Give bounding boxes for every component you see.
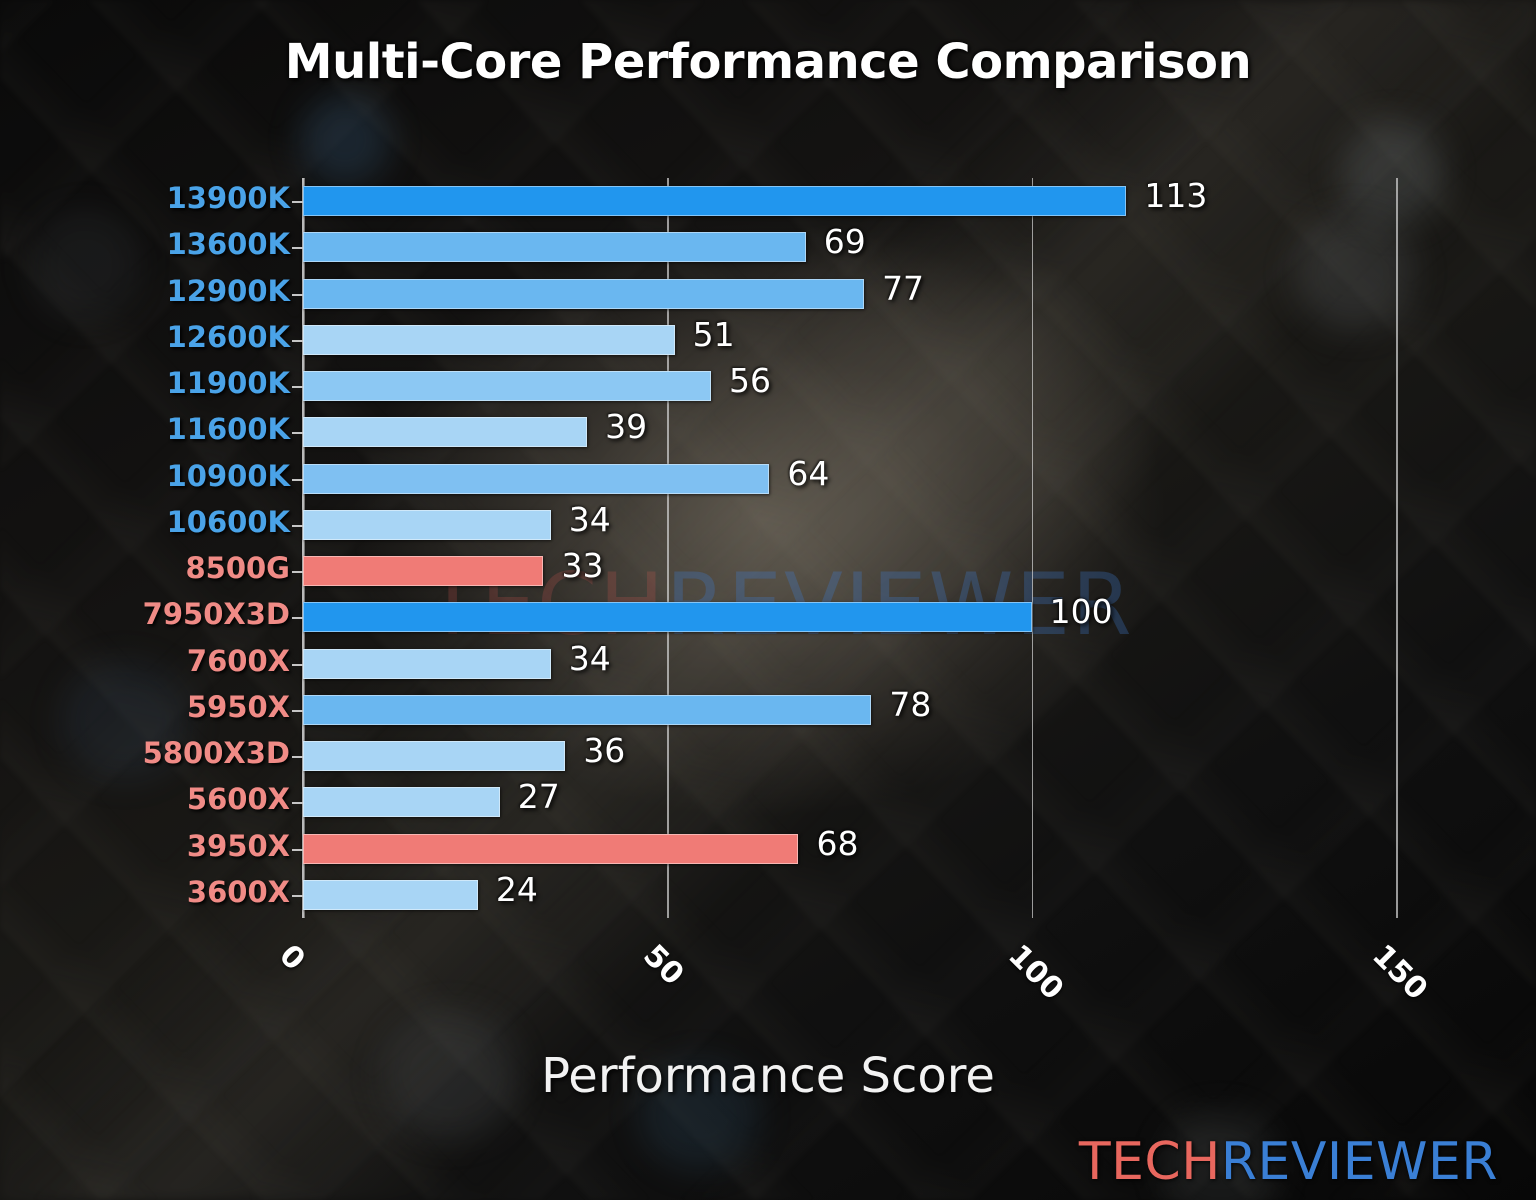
bar-12900k: [303, 278, 865, 309]
x-tick-label: 50: [636, 938, 691, 993]
y-tick-mark: [292, 848, 303, 851]
value-label-8500g: 33: [561, 546, 604, 586]
gridline-100: [1031, 178, 1034, 918]
brand-logo-reviewer: REVIEWER: [1220, 1132, 1498, 1192]
category-label-3950x: 3950X: [186, 828, 290, 863]
category-label-13600k: 13600K: [166, 227, 290, 262]
y-tick-mark: [292, 571, 303, 574]
category-label-8500g: 8500G: [185, 551, 290, 586]
gridline-150: [1396, 178, 1398, 918]
bokeh-light: [380, 1010, 520, 1140]
y-tick-mark: [292, 802, 303, 805]
category-label-5950x: 5950X: [186, 689, 290, 724]
y-tick-mark: [292, 478, 303, 481]
value-label-10600k: 34: [568, 499, 611, 539]
y-tick-mark: [292, 201, 303, 204]
category-label-5600x: 5600X: [186, 782, 290, 817]
value-label-11900k: 56: [729, 361, 772, 401]
category-label-12600k: 12600K: [166, 319, 290, 354]
y-tick-mark: [292, 432, 303, 435]
bar-3600x: [303, 879, 478, 910]
bokeh-light: [1160, 1110, 1280, 1200]
value-label-12900k: 77: [882, 268, 925, 308]
value-label-7600x: 34: [568, 638, 611, 678]
value-label-13600k: 69: [823, 222, 866, 262]
value-label-7950x3d: 100: [1049, 592, 1113, 632]
bar-13900k: [303, 186, 1127, 217]
value-label-5950x: 78: [889, 684, 932, 724]
bokeh-light: [60, 660, 190, 780]
brand-logo-tech: TECH: [1078, 1132, 1221, 1192]
value-label-10900k: 64: [787, 453, 830, 493]
bar-5950x: [303, 694, 872, 725]
y-tick-mark: [292, 617, 303, 620]
y-tick-mark: [292, 756, 303, 759]
x-tick-label: 150: [1365, 938, 1435, 1008]
bar-12600k: [303, 324, 675, 355]
x-tick-label: 0: [272, 938, 312, 978]
y-axis-line: [302, 178, 304, 918]
value-label-12600k: 51: [692, 314, 735, 354]
x-axis-title: Performance Score: [541, 1048, 995, 1104]
y-tick-mark: [292, 894, 303, 897]
y-tick-mark: [292, 293, 303, 296]
chart-title: Multi-Core Performance Comparison: [284, 34, 1252, 90]
category-label-3600x: 3600X: [186, 874, 290, 909]
bokeh-light: [1340, 120, 1445, 225]
value-label-11600k: 39: [605, 407, 648, 447]
bar-7950x3d: [303, 602, 1032, 633]
bokeh-light: [640, 1060, 760, 1170]
category-label-10900k: 10900K: [166, 458, 290, 493]
value-label-13900k: 113: [1144, 176, 1208, 216]
bokeh-light: [30, 210, 140, 320]
value-label-5800x3d: 36: [583, 731, 626, 771]
bar-11600k: [303, 417, 588, 448]
bar-13600k: [303, 232, 806, 263]
brand-logo: TECHREVIEWER: [1079, 1132, 1498, 1192]
gridline-50: [667, 178, 669, 918]
category-label-5800x3d: 5800X3D: [142, 736, 290, 771]
y-tick-mark: [292, 524, 303, 527]
y-tick-mark: [292, 386, 303, 389]
value-label-3950x: 68: [816, 823, 859, 863]
y-tick-mark: [292, 709, 303, 712]
bar-8500g: [303, 556, 544, 587]
bar-3950x: [303, 833, 799, 864]
category-label-10600k: 10600K: [166, 504, 290, 539]
bar-11900k: [303, 371, 712, 402]
category-label-11900k: 11900K: [166, 366, 290, 401]
bar-5600x: [303, 787, 500, 818]
category-label-11600k: 11600K: [166, 412, 290, 447]
value-label-3600x: 24: [495, 869, 538, 909]
y-tick-mark: [292, 663, 303, 666]
bar-10900k: [303, 463, 770, 494]
category-label-12900k: 12900K: [166, 273, 290, 308]
category-label-7600x: 7600X: [186, 643, 290, 678]
y-tick-mark: [292, 247, 303, 250]
bokeh-light: [1295, 215, 1415, 330]
category-label-13900k: 13900K: [166, 181, 290, 216]
value-label-5600x: 27: [517, 777, 560, 817]
bar-7600x: [303, 648, 551, 679]
x-tick-label: 100: [1000, 938, 1070, 1008]
bar-10600k: [303, 509, 551, 540]
category-label-7950x3d: 7950X3D: [142, 597, 290, 632]
y-tick-mark: [292, 339, 303, 342]
bokeh-light: [300, 95, 390, 185]
bar-5800x3d: [303, 741, 566, 772]
